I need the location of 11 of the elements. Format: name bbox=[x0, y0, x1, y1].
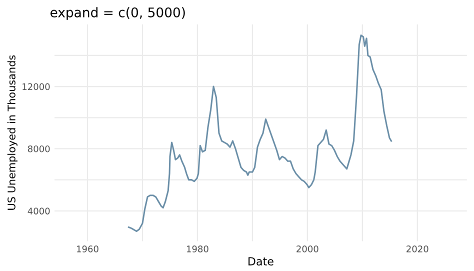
y-tick-label: 8000 bbox=[28, 145, 50, 152]
y-tick-label: 12000 bbox=[22, 83, 50, 90]
x-axis-title: Date bbox=[248, 257, 274, 266]
y-axis-title: US Unemployed in Thousands bbox=[7, 55, 18, 210]
line-series bbox=[128, 34, 392, 232]
chart-title: expand = c(0, 5000) bbox=[50, 7, 185, 20]
x-tick-label: 1960 bbox=[76, 246, 98, 252]
y-tick-label: 4000 bbox=[28, 208, 50, 214]
x-tick-label: 2000 bbox=[296, 246, 318, 252]
x-tick-label: 1980 bbox=[186, 246, 208, 252]
x-tick-label: 2020 bbox=[406, 246, 428, 252]
